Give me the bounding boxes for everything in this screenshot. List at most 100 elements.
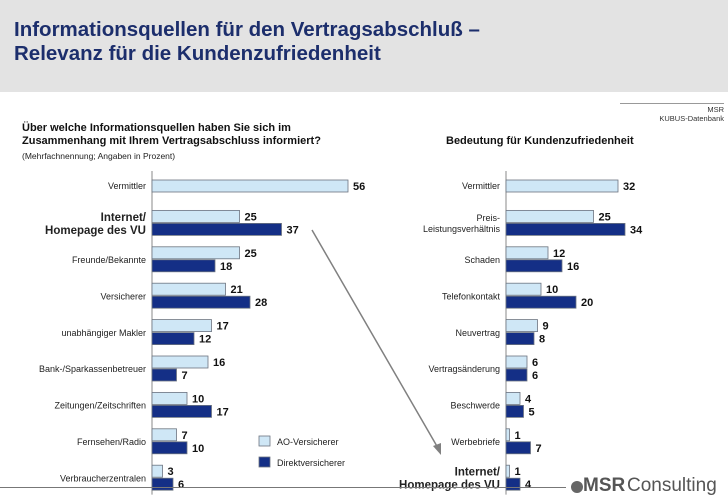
value-label-direkt: 7	[536, 443, 542, 455]
value-label-direkt: 8	[539, 334, 545, 346]
value-label-ao: 4	[525, 393, 532, 405]
value-label-direkt: 5	[529, 406, 535, 418]
source-line-2: KUBUS-Datenbank	[659, 114, 724, 123]
value-label-ao: 21	[231, 284, 243, 296]
bar-ao	[505, 391, 521, 405]
category-label: unabhängiger Makler	[61, 328, 146, 338]
value-label-ao: 3	[168, 466, 174, 478]
value-label-ao: 1	[515, 430, 521, 442]
value-label-direkt: 10	[192, 443, 204, 455]
bar-direkt	[151, 332, 195, 346]
category-label-line: Leistungsverhältnis	[423, 224, 501, 234]
logo-mark-icon	[571, 481, 583, 493]
value-label-ao: 56	[353, 181, 365, 193]
category-label: Schaden	[464, 255, 500, 265]
value-label-ao: 25	[599, 211, 611, 223]
bar-ao	[505, 319, 538, 333]
category-label: Preis-Leistungsverhältnis	[423, 213, 501, 234]
source-box: MSR KUBUS-Datenbank	[620, 103, 724, 123]
category-label: Bank-/Sparkassenbetreuer	[39, 364, 146, 374]
bar-ao	[151, 355, 209, 369]
bar-ao	[151, 179, 349, 193]
category-label: Beschwerde	[450, 401, 500, 411]
category-label-line: Vertragsänderung	[428, 364, 500, 374]
right-chart-title: Bedeutung für Kundenzufriedenheit	[446, 135, 634, 147]
value-label-direkt: 20	[581, 297, 593, 309]
bar-ao	[151, 282, 226, 296]
category-label-line: Preis-	[476, 213, 500, 223]
bar-direkt	[505, 368, 528, 382]
category-label-line: Schaden	[464, 255, 500, 265]
bar-ao	[505, 246, 549, 260]
value-label-ao: 10	[546, 284, 558, 296]
bar-ao	[505, 282, 542, 296]
category-label-line: Homepage des VU	[399, 480, 500, 492]
value-label-ao: 32	[623, 181, 635, 193]
category-label: Verbraucherzentralen	[60, 473, 146, 483]
value-label-ao: 12	[553, 248, 565, 260]
category-label-line: Vermittler	[108, 181, 146, 191]
category-label: Vermittler	[462, 181, 500, 191]
category-label-line: Telefonkontakt	[442, 291, 501, 301]
category-label: Vertragsänderung	[428, 364, 500, 374]
category-label: Telefonkontakt	[442, 291, 501, 301]
category-label-line: Versicherer	[100, 291, 146, 301]
value-label-ao: 6	[532, 357, 538, 369]
category-label-line: Zeitungen/Zeitschriften	[54, 401, 146, 411]
bar-direkt	[505, 295, 577, 309]
legend: AO-Versicherer Direktversicherer	[258, 435, 345, 468]
left-chart-title: Über welche Informationsquellen haben Si…	[22, 122, 321, 147]
category-label-line: Beschwerde	[450, 401, 500, 411]
bar-ao	[505, 428, 510, 442]
bar-direkt	[151, 222, 282, 236]
bar-direkt	[505, 404, 524, 418]
category-label: Zeitungen/Zeitschriften	[54, 401, 146, 411]
value-label-ao: 10	[192, 393, 204, 405]
bar-ao	[505, 179, 619, 193]
category-label: Fernsehen/Radio	[77, 437, 146, 447]
value-label-direkt: 18	[220, 261, 232, 273]
value-label-direkt: 37	[287, 224, 299, 236]
value-label-direkt: 7	[182, 370, 188, 382]
bar-direkt	[505, 332, 535, 346]
category-label-line: Freunde/Bekannte	[72, 255, 146, 265]
bar-ao	[151, 246, 240, 260]
value-label-direkt: 28	[255, 297, 267, 309]
category-label-line: Werbebriefe	[451, 437, 500, 447]
logo-text-rest: Consulting	[627, 475, 717, 496]
connector-arrowhead	[433, 443, 441, 455]
left-chart-subtitle: (Mehrfachnennung; Angaben in Prozent)	[22, 151, 176, 161]
source-line-1: MSR	[707, 105, 724, 114]
bar-direkt	[505, 477, 521, 491]
bar-direkt	[151, 295, 251, 309]
footer-rule	[0, 487, 566, 488]
value-label-direkt: 34	[630, 224, 643, 236]
value-label-direkt: 17	[217, 406, 229, 418]
category-label: Neuvertrag	[455, 328, 500, 338]
category-label-line: Internet/	[101, 212, 147, 224]
category-label-line: Verbraucherzentralen	[60, 473, 146, 483]
page-title: Informationsquellen für den Vertragsabsc…	[14, 18, 480, 65]
bar-ao	[151, 428, 177, 442]
category-label: Versicherer	[100, 291, 146, 301]
value-label-direkt: 6	[178, 479, 184, 491]
category-label-line: Fernsehen/Radio	[77, 437, 146, 447]
category-label-line: Homepage des VU	[45, 225, 146, 237]
category-label-line: Internet/	[455, 467, 501, 479]
category-label-line: Vermittler	[462, 181, 500, 191]
value-label-ao: 1	[515, 466, 521, 478]
category-label: Internet/Homepage des VU	[399, 467, 501, 492]
legend-label: Direktversicherer	[277, 458, 345, 468]
chart-kundenzufriedenheit: Vermittler 32 Preis-Leistungsverhältnis 25 3…	[399, 171, 643, 495]
bar-direkt	[151, 441, 188, 455]
bar-direkt	[505, 222, 626, 236]
category-label-line: Neuvertrag	[455, 328, 500, 338]
value-label-ao: 9	[543, 321, 549, 333]
bar-direkt	[151, 404, 212, 418]
header-band	[0, 0, 728, 92]
bar-ao	[151, 319, 212, 333]
bar-ao	[151, 464, 163, 478]
value-label-ao: 16	[213, 357, 225, 369]
